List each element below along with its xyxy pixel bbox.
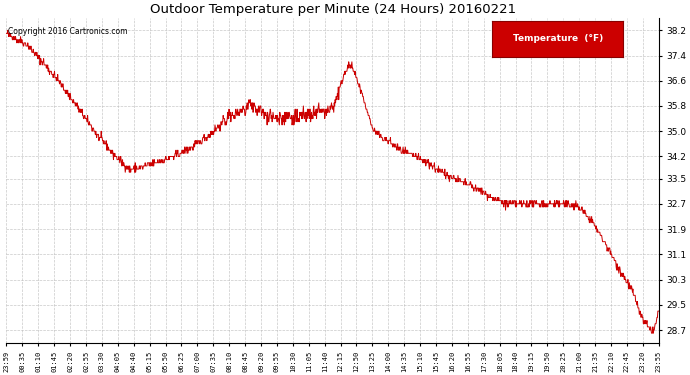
Text: Copyright 2016 Cartronics.com: Copyright 2016 Cartronics.com <box>8 27 128 36</box>
Title: Outdoor Temperature per Minute (24 Hours) 20160221: Outdoor Temperature per Minute (24 Hours… <box>150 3 515 16</box>
